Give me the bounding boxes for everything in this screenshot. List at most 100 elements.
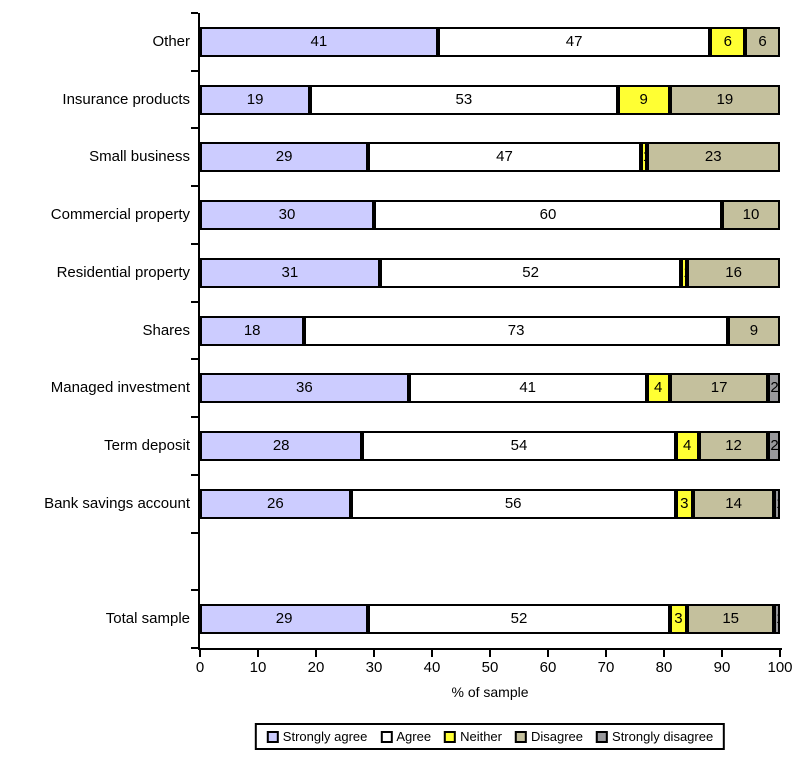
legend-swatch xyxy=(514,730,527,743)
bar-value-label: 60 xyxy=(539,206,557,224)
category-label: Shares xyxy=(142,321,190,339)
stacked-bar: 31 52 1 16 xyxy=(200,257,780,288)
legend-item: Strongly agree xyxy=(266,729,368,744)
y-axis-tick xyxy=(191,127,198,130)
x-tick-label: 30 xyxy=(365,659,383,676)
bar-segment: 19 xyxy=(669,84,780,115)
bar-value-label: 41 xyxy=(519,379,537,397)
x-axis-tick xyxy=(605,648,607,657)
bar-value-label: 4 xyxy=(654,379,663,397)
y-axis-tick xyxy=(191,300,198,303)
bar-segment: 52 xyxy=(368,604,670,635)
bar-segment: 15 xyxy=(687,604,775,635)
bar-value-label: 53 xyxy=(455,90,473,108)
x-tick-label: 50 xyxy=(481,659,499,676)
stacked-bar: 18 73 9 xyxy=(200,315,780,346)
bar-value-label: 9 xyxy=(749,321,759,339)
bar-value-label: 2 xyxy=(770,436,779,454)
bar-segment: 54 xyxy=(362,430,676,461)
x-axis-tick xyxy=(315,648,317,657)
bar-segment: 30 xyxy=(200,200,374,231)
bar-segment: 6 xyxy=(710,26,746,57)
bar-value-label: 31 xyxy=(281,263,299,281)
category-label: Term deposit xyxy=(104,436,190,454)
bar-segment: 23 xyxy=(646,142,780,173)
legend-item: Strongly disagree xyxy=(596,729,713,744)
bar-segment: 56 xyxy=(350,488,676,519)
bar-value-label: 4 xyxy=(683,436,692,454)
bar-segment: 2 xyxy=(768,373,780,404)
bar-segment: 47 xyxy=(368,142,641,173)
bar-value-label: 29 xyxy=(275,610,293,628)
bar-segment: 1 xyxy=(774,604,780,635)
bar-value-label: 3 xyxy=(674,610,683,628)
bar-segment: 6 xyxy=(745,26,780,57)
stacked-bar: 26 56 3 14 1 xyxy=(200,488,780,519)
bar-segment: 3 xyxy=(675,488,693,519)
x-tick-label: 70 xyxy=(597,659,615,676)
category-label: Residential property xyxy=(56,263,190,281)
x-axis-tick xyxy=(721,648,723,657)
bar-value-label: 6 xyxy=(758,32,767,50)
bar-segment: 4 xyxy=(675,430,699,461)
legend-swatch xyxy=(444,730,457,743)
category-label: Managed investment xyxy=(50,379,190,397)
category-label: Small business xyxy=(89,148,190,166)
y-axis-tick xyxy=(191,242,198,245)
bar-segment: 1 xyxy=(774,488,780,519)
bar-segment: 1 xyxy=(640,142,647,173)
x-tick-label: 80 xyxy=(655,659,673,676)
x-tick-label: 10 xyxy=(249,659,267,676)
x-tick-label: 100 xyxy=(767,659,793,676)
bar-segment: 16 xyxy=(687,257,780,288)
bar-value-label: 26 xyxy=(267,494,284,512)
bar-segment: 2 xyxy=(768,430,780,461)
bar-value-label: 52 xyxy=(510,610,528,628)
bar-segment: 29 xyxy=(200,604,369,635)
legend-label: Strongly agree xyxy=(282,729,368,744)
x-tick-label: 20 xyxy=(307,659,325,676)
bar-value-label: 41 xyxy=(310,32,328,50)
bar-segment: 19 xyxy=(200,84,311,115)
bar-segment: 9 xyxy=(727,315,780,346)
bar-value-label: 47 xyxy=(496,148,513,166)
bar-value-label: 16 xyxy=(725,263,742,281)
bar-value-label: 19 xyxy=(716,90,734,108)
bar-value-label: 9 xyxy=(639,90,648,108)
legend-swatch xyxy=(596,730,609,743)
bar-value-label: 29 xyxy=(275,148,293,166)
bar-value-label: 3 xyxy=(680,494,689,512)
stacked-bar: 19 53 9 19 xyxy=(200,84,780,115)
bar-segment: 17 xyxy=(669,373,769,404)
bar-value-label: 18 xyxy=(243,321,261,339)
legend-item: Agree xyxy=(380,729,431,744)
bar-value-label: 12 xyxy=(725,436,742,454)
bar-segment: 41 xyxy=(408,373,647,404)
bar-value-label: 47 xyxy=(565,32,583,50)
bar-segment: 12 xyxy=(698,430,769,461)
bar-value-label: 30 xyxy=(278,206,296,224)
bar-value-label: 52 xyxy=(522,263,539,281)
bar-segment: 47 xyxy=(437,26,711,57)
x-tick-label: 60 xyxy=(539,659,557,676)
bar-segment: 73 xyxy=(304,315,728,346)
legend-swatch xyxy=(266,730,279,743)
y-axis-tick xyxy=(191,531,198,534)
category-label: Other xyxy=(152,32,190,50)
category-label: Commercial property xyxy=(50,206,190,224)
bar-value-label: 36 xyxy=(296,379,313,397)
y-axis-tick xyxy=(191,358,198,361)
legend: Strongly agree Agree Neither Disagree Strong… xyxy=(254,723,726,750)
bar-segment: 29 xyxy=(200,142,369,173)
bar-segment: 3 xyxy=(669,604,688,635)
bar-value-label: 17 xyxy=(710,379,728,397)
bar-segment: 9 xyxy=(617,84,670,115)
bar-value-label: 1 xyxy=(683,264,685,281)
stacked-bar: 41 47 6 6 xyxy=(200,26,780,57)
legend-label: Strongly disagree xyxy=(612,729,714,744)
bar-value-label: 15 xyxy=(722,610,740,628)
bar-value-label: 23 xyxy=(704,148,722,166)
stacked-bar: 29 47 1 23 xyxy=(200,142,780,173)
bar-value-label: 14 xyxy=(725,494,742,512)
